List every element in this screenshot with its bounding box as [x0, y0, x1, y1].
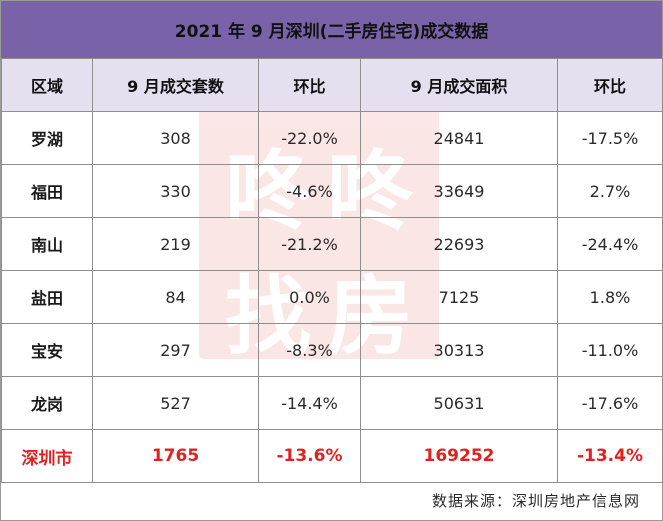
table-row: 盐田 84 0.0% 7125 1.8% [1, 270, 663, 324]
header-units-mom: 环比 [258, 58, 361, 112]
cell-area-mom: -17.5% [557, 111, 663, 165]
cell-area-mom: 2.7% [557, 164, 663, 218]
cell-units-mom: -4.6% [258, 164, 361, 218]
cell-area: 22693 [360, 217, 558, 271]
cell-units: 308 [92, 111, 259, 165]
cell-region: 宝安 [1, 323, 93, 377]
cell-region: 龙岗 [1, 376, 93, 430]
cell-units: 219 [92, 217, 259, 271]
header-area-mom: 环比 [557, 58, 663, 112]
total-units: 1765 [92, 429, 259, 483]
cell-units: 330 [92, 164, 259, 218]
cell-units-mom: -21.2% [258, 217, 361, 271]
header-region: 区域 [1, 58, 93, 112]
data-source-note: 数据来源：深圳房地产信息网 [431, 491, 640, 510]
table-row: 宝安 297 -8.3% 30313 -11.0% [1, 323, 663, 377]
table-row: 龙岗 527 -14.4% 50631 -17.6% [1, 376, 663, 430]
table-row: 福田 330 -4.6% 33649 2.7% [1, 164, 663, 218]
cell-region: 福田 [1, 164, 93, 218]
header-units: 9 月成交套数 [92, 58, 259, 112]
table-title: 2021 年 9 月深圳(二手房住宅)成交数据 [1, 1, 662, 58]
cell-units-mom: -14.4% [258, 376, 361, 430]
cell-units-mom: -22.0% [258, 111, 361, 165]
cell-area: 33649 [360, 164, 558, 218]
cell-area: 30313 [360, 323, 558, 377]
total-area: 169252 [360, 429, 558, 483]
table-row: 南山 219 -21.2% 22693 -24.4% [1, 217, 663, 271]
cell-units: 84 [92, 270, 259, 324]
cell-units-mom: -8.3% [258, 323, 361, 377]
total-area-mom: -13.4% [557, 429, 663, 483]
cell-region: 罗湖 [1, 111, 93, 165]
header-area: 9 月成交面积 [360, 58, 558, 112]
cell-units: 527 [92, 376, 259, 430]
cell-units-mom: 0.0% [258, 270, 361, 324]
table-row: 罗湖 308 -22.0% 24841 -17.5% [1, 111, 663, 165]
cell-region: 南山 [1, 217, 93, 271]
cell-area-mom: -24.4% [557, 217, 663, 271]
total-units-mom: -13.6% [258, 429, 361, 483]
cell-region: 盐田 [1, 270, 93, 324]
cell-area-mom: 1.8% [557, 270, 663, 324]
cell-area-mom: -11.0% [557, 323, 663, 377]
cell-area: 24841 [360, 111, 558, 165]
total-region: 深圳市 [1, 429, 93, 483]
transaction-table: 区域 9 月成交套数 环比 9 月成交面积 环比 罗湖 308 -22.0% 2… [1, 58, 663, 483]
cell-area: 7125 [360, 270, 558, 324]
cell-units: 297 [92, 323, 259, 377]
cell-area-mom: -17.6% [557, 376, 663, 430]
header-row: 区域 9 月成交套数 环比 9 月成交面积 环比 [1, 58, 663, 112]
total-row: 深圳市 1765 -13.6% 169252 -13.4% [1, 429, 663, 483]
cell-area: 50631 [360, 376, 558, 430]
